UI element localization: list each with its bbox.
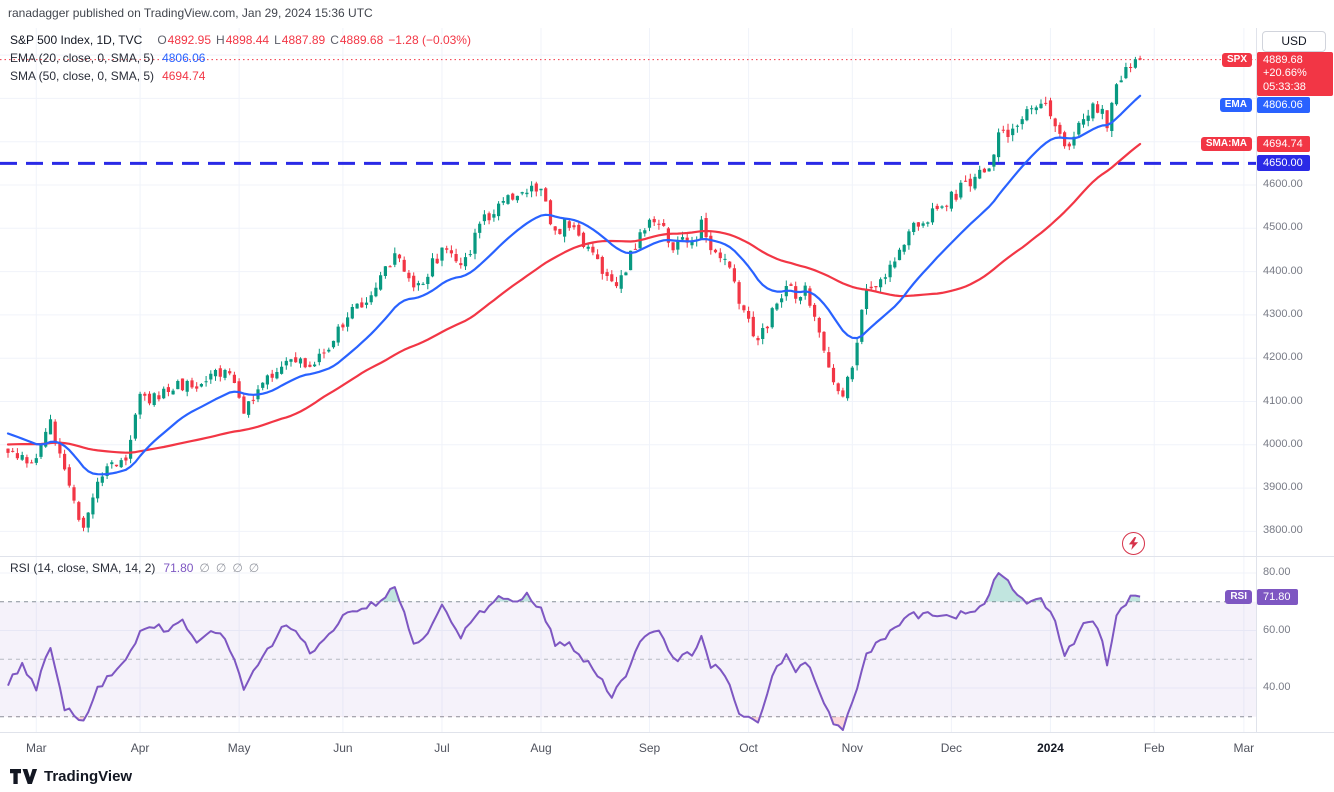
- open-value: 4892.95: [167, 33, 212, 47]
- time-axis-label: Mar: [25, 741, 47, 755]
- rsi-legend-value: 71.80: [163, 561, 194, 575]
- time-axis-label: Dec: [940, 741, 963, 755]
- time-axis-label: Apr: [130, 741, 150, 755]
- close-label: C: [330, 33, 339, 47]
- sma-legend-row: SMA (50, close, 0, SMA, 5) 4694.74: [10, 67, 471, 85]
- price-tick-label: 3900.00: [1263, 481, 1303, 494]
- time-axis-label: Sep: [638, 741, 661, 755]
- sma-legend-label[interactable]: SMA (50, close, 0, SMA, 5): [10, 69, 155, 83]
- hidden-plot-eye-icon[interactable]: ∅: [199, 561, 210, 575]
- time-axis[interactable]: Mar Apr May Jun Jul Aug Sep Oct Nov Dec 2024 Feb Mar: [0, 732, 1334, 762]
- hidden-plot-eye-icon[interactable]: ∅: [215, 561, 227, 575]
- price-tick-label: 4500.00: [1263, 221, 1303, 234]
- ohlc-row: S&P 500 Index, 1D, TVC O4892.95 H4898.44 L4…: [10, 31, 471, 49]
- tradingview-footer[interactable]: TradingView: [10, 768, 132, 785]
- hidden-plot-eye-icon[interactable]: ∅: [232, 561, 243, 575]
- price-tick-label: 3800.00: [1263, 524, 1303, 537]
- time-axis-label: Oct: [739, 741, 758, 755]
- sma-legend-value: 4694.74: [162, 69, 206, 83]
- time-axis-label: Jul: [434, 741, 450, 755]
- rsi-value-badge: 71.80: [1257, 588, 1298, 605]
- published-byline: ranadagger published on TradingView.com,…: [8, 6, 373, 20]
- last-price: 4889.68: [1263, 53, 1303, 66]
- tradingview-logo-icon: [10, 769, 37, 784]
- sma-tag: SMA:MA: [1200, 136, 1252, 151]
- tradingview-wordmark: TradingView: [44, 768, 133, 785]
- high-value: 4898.44: [225, 33, 270, 47]
- ema-legend-value: 4806.06: [162, 51, 206, 65]
- ema-tag: EMA: [1219, 97, 1252, 112]
- price-tick-label: 4100.00: [1263, 394, 1303, 407]
- time-axis-label: Nov: [841, 741, 863, 755]
- time-axis-label: Feb: [1143, 741, 1165, 755]
- rsi-tick-label: 60.00: [1263, 623, 1291, 636]
- rsi-hidden-icons: ∅ ∅ ∅ ∅: [193, 561, 259, 575]
- symbol-title[interactable]: S&P 500 Index, 1D, TVC: [10, 33, 143, 47]
- level-price-badge: 4650.00: [1257, 155, 1310, 172]
- symbol-legend: S&P 500 Index, 1D, TVC O4892.95 H4898.44 L4…: [10, 31, 471, 85]
- price-tick-label: 4300.00: [1263, 307, 1303, 320]
- rsi-tick-label: 80.00: [1263, 566, 1291, 578]
- hidden-plot-eye-icon[interactable]: ∅: [248, 561, 260, 575]
- rsi-tag: RSI: [1225, 589, 1252, 604]
- rsi-legend: RSI (14, close, SMA, 14, 2) 71.80 ∅ ∅ ∅ ∅: [10, 561, 259, 575]
- ema-price-badge: 4806.06: [1257, 96, 1310, 113]
- low-value: 4887.89: [281, 33, 326, 47]
- time-axis-label: Mar: [1233, 741, 1255, 755]
- currency-button[interactable]: USD: [1262, 31, 1326, 52]
- flash-publish-icon[interactable]: [1122, 532, 1145, 555]
- ema-legend-row: EMA (20, close, 0, SMA, 5) 4806.06: [10, 49, 471, 67]
- time-axis-label: Aug: [530, 741, 552, 755]
- open-label: O: [157, 33, 167, 47]
- price-axis[interactable]: USD 4889.68 +20.66% 05:33:38 4806.06 469…: [1256, 0, 1334, 792]
- rsi-legend-label[interactable]: RSI (14, close, SMA, 14, 2): [10, 561, 156, 575]
- sma-price-badge: 4694.74: [1257, 135, 1310, 152]
- time-axis-label: May: [227, 741, 251, 755]
- change-percent: +20.66%: [1263, 67, 1307, 80]
- price-tick-label: 4000.00: [1263, 437, 1303, 450]
- time-axis-label: Jun: [333, 741, 353, 755]
- low-label: L: [274, 33, 281, 47]
- last-price-badge: 4889.68 +20.66% 05:33:38: [1257, 51, 1333, 97]
- spx-symbol-tag: SPX: [1221, 52, 1252, 67]
- price-tick-label: 4600.00: [1263, 178, 1303, 190]
- price-tick-label: 4200.00: [1263, 351, 1303, 364]
- ema-legend-label[interactable]: EMA (20, close, 0, SMA, 5): [10, 51, 155, 65]
- price-tick-label: 4400.00: [1263, 264, 1303, 277]
- close-value: 4889.68: [339, 33, 384, 47]
- rsi-tick-label: 40.00: [1263, 681, 1291, 693]
- time-axis-label: 2024: [1037, 741, 1064, 755]
- high-label: H: [216, 33, 225, 47]
- lightning-bolt-icon: [1128, 537, 1139, 550]
- session-countdown: 05:33:38: [1263, 80, 1306, 93]
- change-value: −1.28 (−0.03%): [388, 33, 471, 47]
